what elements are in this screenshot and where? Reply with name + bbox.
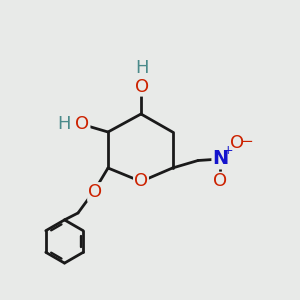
Text: O: O <box>135 78 149 96</box>
Text: O: O <box>213 172 228 190</box>
Text: H: H <box>57 116 71 134</box>
Text: O: O <box>75 116 90 134</box>
Text: O: O <box>88 183 102 201</box>
Text: O: O <box>134 172 148 190</box>
Text: O: O <box>230 134 244 152</box>
Text: +: + <box>223 143 234 157</box>
Text: −: − <box>240 134 253 148</box>
Text: N: N <box>212 149 229 169</box>
Text: H: H <box>135 58 149 76</box>
